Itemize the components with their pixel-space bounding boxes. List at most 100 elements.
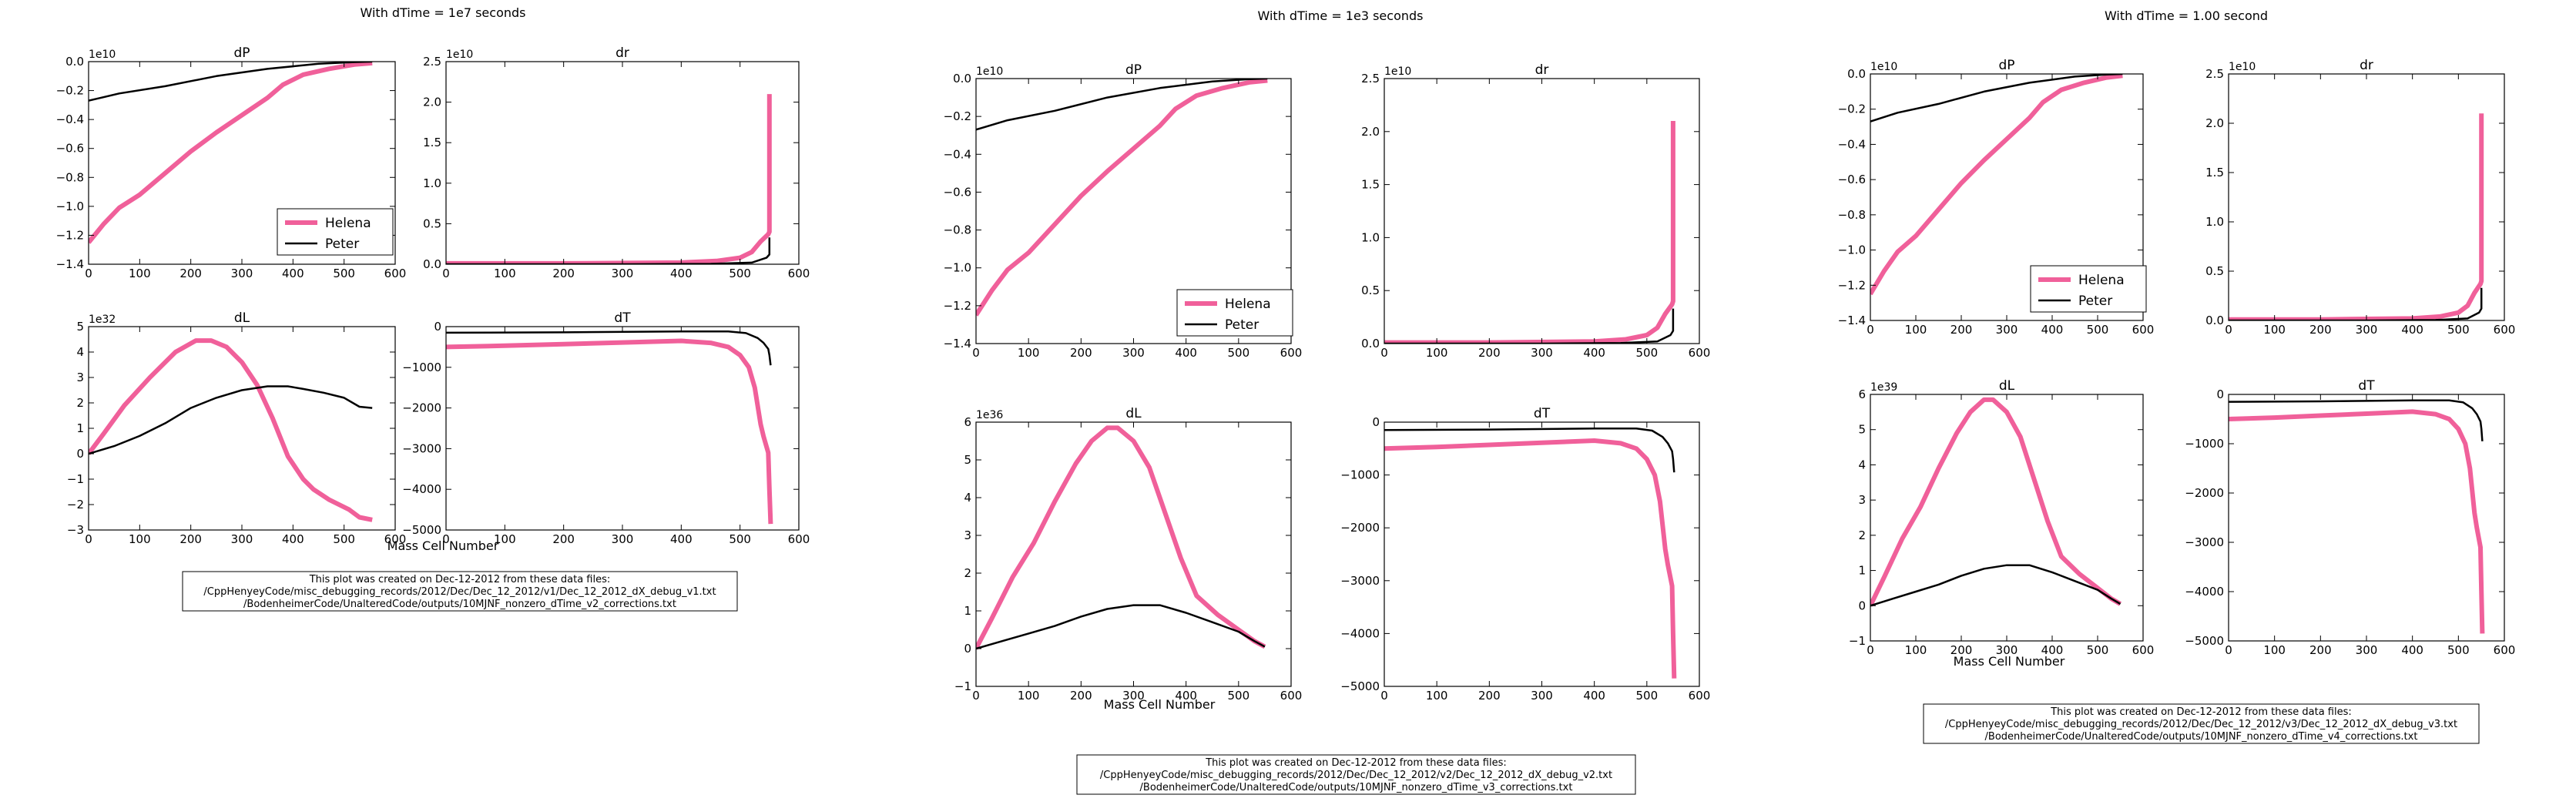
y-tick-label: −0.2 [1838, 102, 1866, 116]
x-tick-label: 200 [1950, 643, 1973, 657]
x-tick-label: 300 [612, 267, 634, 280]
y-tick-label: −2000 [2185, 486, 2224, 500]
x-tick-label: 600 [1689, 689, 1711, 703]
subplot-dr-1: dr 1e10 0 100 200 300 400 500 600 0.0 0.5 1.0 1.5 2.0… [423, 45, 810, 280]
x-tick-label: 200 [179, 267, 202, 280]
y-tick-label: −1.2 [56, 228, 84, 242]
y-tick-label: −0.6 [944, 185, 971, 199]
x-tick-label: 400 [1175, 689, 1197, 703]
x-tick-label: 200 [1070, 346, 1092, 360]
caption-line: /BodenheimerCode/UnalteredCode/outputs/1… [1140, 782, 1573, 793]
y-tick-label: 0.5 [2205, 264, 2224, 278]
x-tick-label: 500 [1636, 689, 1659, 703]
x-tick-label: 0 [85, 267, 92, 280]
y-tick-label: −0.4 [56, 112, 84, 126]
legend-label-helena: Helena [325, 216, 371, 231]
x-tick-label: 600 [2494, 643, 2516, 657]
caption-line: /BodenheimerCode/UnalteredCode/outputs/1… [243, 599, 676, 610]
series-line-peter [446, 237, 771, 264]
y-tick-label: −1.0 [1838, 243, 1866, 257]
x-tick-label: 0 [972, 689, 980, 703]
x-tick-label: 100 [494, 532, 516, 546]
y-tick-label: 1.0 [1361, 230, 1380, 244]
y-tick-label: 2 [1858, 528, 1866, 542]
y-tick-label: −3000 [1340, 574, 1380, 588]
y-tick-label: −0.4 [1838, 137, 1866, 151]
series-line-peter [1384, 427, 1675, 473]
y-tick-label: 4 [1858, 458, 1866, 471]
y-tick-label: −1.4 [1838, 314, 1866, 327]
x-tick-label: 400 [1583, 346, 1605, 360]
caption-line: This plot was created on Dec-12-2012 fro… [309, 574, 611, 585]
caption-line: /BodenheimerCode/UnalteredCode/outputs/1… [1985, 731, 2418, 743]
y-tick-label: −0.8 [56, 170, 84, 184]
series-line-helena [976, 425, 1266, 650]
y-tick-label: −1.4 [944, 337, 971, 351]
legend: Helena Peter [1176, 289, 1293, 337]
plot-frame [445, 61, 800, 265]
y-tick-label: 2.0 [2205, 116, 2224, 130]
y-tick-label: −2000 [402, 401, 441, 415]
y-tick-label: 2.5 [2205, 67, 2224, 81]
y-tick-label: 1 [76, 421, 84, 435]
series-line-peter [89, 385, 373, 455]
y-tick-label: 1.5 [1361, 178, 1380, 192]
subplot-title: dP [1998, 58, 2014, 73]
x-tick-label: 300 [231, 267, 253, 280]
y-tick-label: 0 [434, 320, 441, 334]
axis-multiplier: 1e10 [976, 65, 1003, 78]
series-line-peter [2229, 287, 2483, 320]
subplot-title: dr [615, 45, 629, 61]
series-line-peter [976, 79, 1268, 131]
x-tick-label: 500 [2447, 643, 2470, 657]
y-tick-label: −1000 [2185, 437, 2224, 451]
y-tick-label: −0.6 [56, 142, 84, 156]
y-tick-label: 0.0 [1361, 337, 1380, 351]
x-tick-label: 500 [1636, 346, 1659, 360]
y-tick-label: −3000 [402, 441, 441, 455]
x-tick-label: 0 [972, 346, 980, 360]
x-tick-label: 300 [1996, 643, 2018, 657]
subplot-title: dL [1999, 378, 2015, 394]
y-tick-label: −1000 [1340, 468, 1380, 482]
subplot-title: dr [1535, 62, 1549, 78]
series-line-peter [2229, 399, 2484, 441]
y-tick-label: 0.0 [2205, 314, 2224, 327]
x-tick-label: 400 [2041, 643, 2064, 657]
y-tick-label: 4 [964, 491, 971, 505]
x-tick-label: 600 [788, 532, 810, 546]
y-tick-label: 2 [964, 566, 971, 580]
y-tick-label: 3 [1858, 493, 1866, 507]
y-tick-label: −2 [67, 498, 84, 512]
plot-frame [2228, 73, 2505, 321]
legend-label-peter: Peter [325, 236, 359, 252]
y-tick-label: 6 [964, 415, 971, 429]
y-tick-label: −1.0 [56, 200, 84, 213]
y-tick-label: 1.0 [423, 176, 441, 190]
y-tick-label: 1 [1858, 564, 1866, 578]
x-tick-label: 100 [1018, 346, 1040, 360]
x-tick-label: 300 [2356, 643, 2378, 657]
legend-label-peter: Peter [2078, 293, 2112, 309]
x-tick-label: 300 [1996, 323, 2018, 337]
x-tick-label: 100 [1426, 346, 1448, 360]
x-tick-label: 200 [2309, 643, 2332, 657]
axis-multiplier: 1e39 [1870, 381, 1897, 394]
x-axis-label: Mass Cell Number [1954, 654, 2065, 669]
series-line-helena [1384, 438, 1677, 679]
y-tick-label: −4000 [2185, 585, 2224, 599]
caption-line: /CppHenyeyCode/misc_debugging_records/20… [1945, 719, 2457, 730]
series-line-helena [446, 338, 773, 525]
x-tick-label: 300 [1122, 346, 1145, 360]
plot-frame [1384, 421, 1700, 687]
subplot-dL-1: dL 1e32 0 100 200 300 400 500 600 −3 −2 −1 0 1 2 3 4 5 [67, 310, 406, 546]
axis-multiplier: 1e10 [89, 49, 116, 61]
figure-1: With dTime = 1e7 seconds Mass Cell Number… [182, 5, 738, 612]
x-tick-label: 400 [670, 267, 693, 280]
x-tick-label: 500 [729, 267, 751, 280]
x-tick-label: 0 [2225, 323, 2232, 337]
x-tick-label: 0 [2225, 643, 2232, 657]
x-tick-label: 100 [1426, 689, 1448, 703]
x-tick-label: 300 [231, 532, 253, 546]
